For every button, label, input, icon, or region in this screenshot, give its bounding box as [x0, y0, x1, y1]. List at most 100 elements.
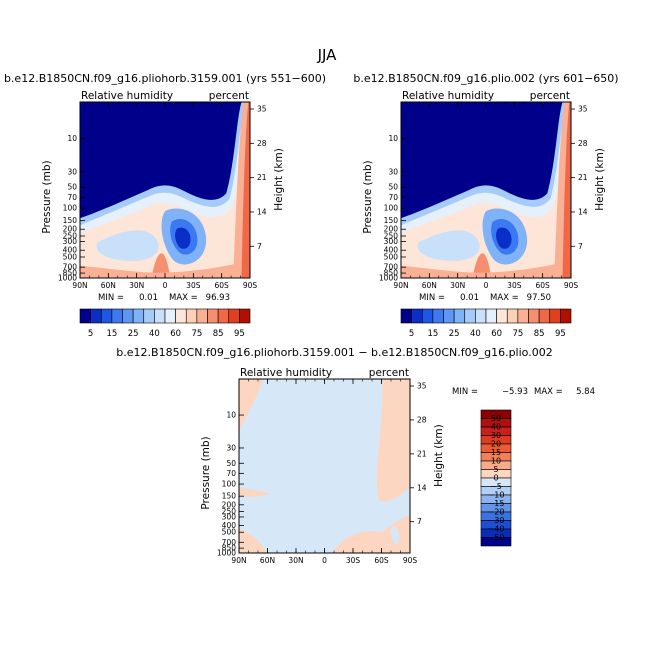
- contour-surface: [401, 260, 571, 278]
- colorbar-label: 85: [213, 329, 224, 339]
- colorbar-label: −40: [488, 525, 505, 534]
- colorbar-swatch: [79, 308, 91, 324]
- colorbar-label: 15: [427, 329, 438, 339]
- colorbar-label: −10: [488, 491, 505, 500]
- y-tick-label: 500: [63, 252, 78, 261]
- colorbar-swatch: [528, 308, 540, 324]
- colorbar-swatch: [560, 308, 572, 324]
- x-tick-label: 90S: [403, 556, 418, 565]
- colorbar-label: 0: [493, 474, 498, 483]
- colorbar-swatch: [475, 308, 487, 324]
- field: [401, 102, 571, 278]
- max-label: MAX =: [534, 387, 563, 397]
- colorbar-swatch: [196, 308, 208, 324]
- max-value: 96.93: [206, 293, 230, 303]
- colorbar-label: 15: [491, 448, 501, 457]
- y-tick-label: 50: [67, 183, 77, 192]
- y-tick-label: 500: [384, 252, 399, 261]
- contour-0-5-mid: [239, 486, 270, 497]
- x-tick-label: 0: [322, 556, 327, 565]
- y-right-tick-label: 7: [578, 242, 583, 251]
- x-tick-label: 60N: [422, 281, 437, 290]
- min-value: 0.01: [460, 293, 479, 303]
- y-right-tick-label: 35: [417, 382, 427, 391]
- colorbar-swatch: [90, 308, 102, 324]
- contour-0-5-nw: [239, 379, 263, 432]
- y-right-tick-label: 14: [578, 207, 588, 216]
- y-tick-label: 10: [67, 134, 77, 143]
- contour-dry-nh: [96, 230, 159, 262]
- y-tick-label: 100: [222, 480, 237, 489]
- colorbar-label: 40: [491, 423, 501, 432]
- x-tick-label: 60S: [374, 556, 389, 565]
- y-axis-right-title: Height (km): [273, 148, 285, 211]
- x-tick-label: 30S: [507, 281, 522, 290]
- contour-surface: [80, 260, 250, 278]
- panel-2: b.e12.B1850CN.f09_g16.plio.002 (yrs 601−…: [353, 72, 618, 339]
- y-tick-label: 400: [63, 246, 78, 255]
- colorbar-swatch: [496, 308, 508, 324]
- colorbar-label: 85: [534, 329, 545, 339]
- contour-0-5-ne: [376, 379, 410, 502]
- colorbar-swatch: [421, 308, 434, 324]
- y-tick-label: 300: [222, 512, 237, 521]
- colorbar-label: 10: [491, 457, 501, 466]
- colorbar-swatch: [480, 537, 512, 547]
- y-tick-label: 1000: [58, 274, 77, 283]
- min-label: MIN =: [98, 293, 124, 303]
- y-tick-label: 200: [384, 225, 399, 234]
- panel-title: b.e12.B1850CN.f09_g16.pliohorb.3159.001 …: [116, 346, 552, 359]
- y-tick-label: 10: [226, 411, 236, 420]
- y-tick-label: 50: [226, 459, 236, 468]
- panel-1: b.e12.B1850CN.f09_g16.pliohorb.3159.001 …: [4, 72, 326, 339]
- colorbar-swatch: [549, 308, 561, 324]
- colorbar: 5 15 25 40 60 75 85 95: [79, 308, 251, 339]
- colorbar-label: −50: [488, 533, 505, 542]
- y-tick-label: 30: [388, 167, 398, 176]
- y-axis-right-title: Height (km): [594, 148, 606, 211]
- y-tick-label: 300: [63, 237, 78, 246]
- y-axis-right-title: Height (km): [433, 424, 445, 487]
- colorbar-label: 40: [470, 329, 481, 339]
- y-tick-label: 250: [222, 507, 237, 516]
- colorbar-label: 40: [149, 329, 160, 339]
- colorbar-swatch: [517, 308, 529, 324]
- colorbar-label: 5: [493, 465, 498, 474]
- x-tick-label: 90N: [231, 556, 246, 565]
- colorbar-swatch: [239, 308, 251, 324]
- contour-itcz: [151, 253, 171, 278]
- colorbar-label: −30: [488, 516, 505, 525]
- colorbar-label: 95: [555, 329, 566, 339]
- panel-title: b.e12.B1850CN.f09_g16.plio.002 (yrs 601−…: [353, 72, 618, 85]
- colorbar-swatch: [122, 308, 134, 324]
- colorbar-swatch: [464, 308, 476, 324]
- colorbar-swatch: [538, 308, 551, 324]
- contour-polar-90: [562, 102, 571, 278]
- colorbar-label: 25: [449, 329, 460, 339]
- colorbar-swatch: [443, 308, 455, 324]
- max-label: MAX =: [490, 293, 519, 303]
- max-value: 5.84: [576, 387, 595, 397]
- colorbar-label: 50: [491, 414, 501, 423]
- y-tick-label: 10: [388, 134, 398, 143]
- y-right-tick-label: 21: [257, 173, 267, 182]
- field: [80, 102, 250, 278]
- panel-3: b.e12.B1850CN.f09_g16.pliohorb.3159.001 …: [116, 346, 595, 565]
- colorbar-label: 95: [234, 329, 245, 339]
- colorbar-swatch: [154, 308, 166, 324]
- colorbar-label: −5: [490, 482, 502, 491]
- max-label: MAX =: [169, 293, 198, 303]
- x-tick-label: 30N: [450, 281, 465, 290]
- y-tick-label: 500: [222, 528, 237, 537]
- contour-dry-sh-core: [496, 227, 512, 249]
- y-right-tick-label: 35: [257, 105, 267, 114]
- colorbar-label: 25: [128, 329, 139, 339]
- y-tick-label: 850: [63, 269, 78, 278]
- y-right-tick-label: 28: [578, 139, 588, 148]
- y-tick-label: 400: [384, 246, 399, 255]
- y-tick-label: 70: [388, 193, 398, 202]
- y-tick-label: 300: [384, 237, 399, 246]
- colorbar-label: 20: [491, 440, 501, 449]
- min-label: MIN =: [452, 387, 478, 397]
